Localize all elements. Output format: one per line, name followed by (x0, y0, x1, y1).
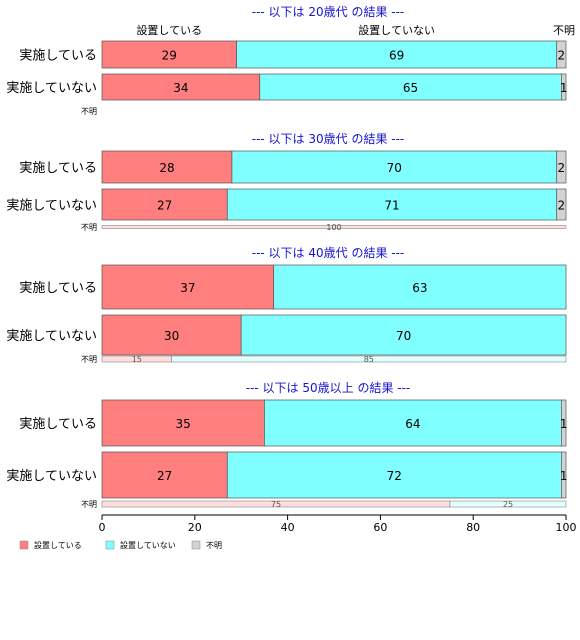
x-tick-label: 60 (373, 521, 387, 534)
panel-title-2: --- 以下は 40歳代 の結果 --- (252, 246, 405, 260)
data-label: 27 (157, 469, 172, 483)
data-label-unknown: 85 (364, 355, 374, 364)
data-label: 64 (405, 417, 420, 431)
bar-segment (556, 40, 567, 69)
panel-title-1: --- 以下は 30歳代 の結果 --- (252, 132, 405, 146)
data-label: 29 (162, 49, 177, 63)
bar-segment (101, 399, 265, 447)
x-tick-label: 100 (556, 521, 577, 534)
x-tick-label: 40 (281, 521, 295, 534)
legend-swatch (105, 540, 115, 550)
row-label: 実施していない (6, 468, 97, 484)
data-label: 30 (164, 329, 179, 343)
row-label-unknown: 不明 (81, 355, 97, 364)
data-label: 28 (159, 161, 174, 175)
data-label-unknown: 100 (326, 223, 341, 232)
bar-segment-unknown (101, 225, 567, 229)
panel-title-3: --- 以下は 50歳以上 の結果 --- (246, 381, 411, 395)
data-label: 27 (157, 199, 172, 213)
bar-segment (101, 40, 237, 69)
bar-segment (231, 150, 558, 184)
column-header-1: 設置していない (358, 23, 435, 37)
data-label: 1 (560, 81, 568, 95)
row-label: 実施している (19, 416, 97, 432)
panel-title-0: --- 以下は 20歳代 の結果 --- (252, 5, 405, 19)
row-label: 実施している (19, 48, 97, 64)
bar-segment-unknown (171, 355, 567, 363)
data-label: 69 (389, 49, 404, 63)
bar-segment (226, 451, 562, 499)
data-label-unknown: 75 (271, 500, 281, 509)
bar-segment-unknown (449, 500, 567, 508)
data-label: 2 (558, 49, 566, 63)
bar-segment (561, 399, 567, 447)
data-label: 1 (560, 417, 568, 431)
bar-segment (561, 73, 567, 101)
row-label-unknown: 不明 (81, 107, 97, 116)
row-label-unknown: 不明 (81, 500, 97, 509)
row-label: 実施していない (6, 328, 97, 344)
x-tick-label: 0 (99, 521, 106, 534)
bar-segment (236, 40, 558, 69)
row-label-unknown: 不明 (81, 223, 97, 232)
data-label: 37 (180, 281, 195, 295)
legend-swatch (191, 540, 201, 550)
data-label: 71 (384, 199, 399, 213)
data-label: 2 (558, 199, 566, 213)
data-label: 1 (560, 469, 568, 483)
bar-segment (240, 314, 567, 356)
bar-segment (561, 451, 567, 499)
data-label: 70 (396, 329, 411, 343)
legend-label: 不明 (206, 541, 222, 550)
data-label: 35 (176, 417, 191, 431)
legend-label: 設置している (34, 540, 82, 550)
legend-label: 設置していない (120, 540, 176, 550)
data-label: 2 (558, 161, 566, 175)
bar-segment (264, 399, 562, 447)
bar-segment (556, 188, 567, 221)
bar-segment (273, 264, 567, 310)
data-label: 63 (412, 281, 427, 295)
bar-segment (101, 150, 233, 184)
column-header-0: 設置している (136, 23, 202, 37)
bar-segment (101, 314, 242, 356)
column-header-2: 不明 (553, 24, 575, 37)
legend-swatch (19, 540, 29, 550)
data-label-unknown: 25 (503, 500, 513, 509)
row-label: 実施していない (6, 80, 97, 96)
row-label: 実施している (19, 160, 97, 176)
data-label: 70 (387, 161, 402, 175)
bar-segment (101, 188, 228, 221)
row-label: 実施している (19, 280, 97, 296)
row-label: 実施していない (6, 198, 97, 214)
data-label-unknown: 15 (132, 355, 142, 364)
bar-segment (101, 264, 275, 310)
data-label: 72 (387, 469, 402, 483)
x-tick-label: 80 (466, 521, 480, 534)
data-label: 34 (173, 81, 188, 95)
bar-segment (556, 150, 567, 184)
data-label: 65 (403, 81, 418, 95)
bar-segment (101, 451, 228, 499)
x-tick-label: 20 (188, 521, 202, 534)
